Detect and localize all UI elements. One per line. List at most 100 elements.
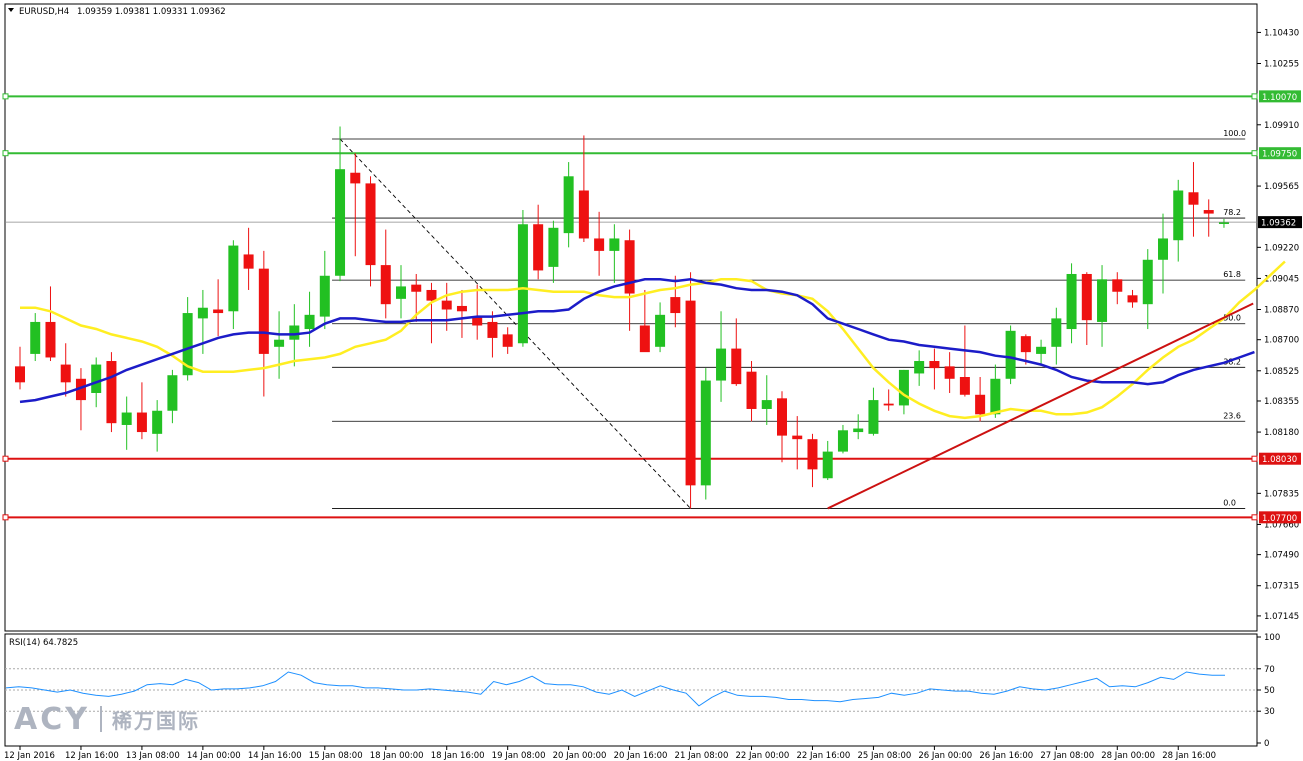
bearish-candle xyxy=(106,361,117,424)
bearish-candle xyxy=(411,284,422,292)
bullish-candle xyxy=(167,375,178,411)
bearish-candle xyxy=(472,316,483,326)
bearish-candle xyxy=(959,377,970,395)
bearish-candle xyxy=(426,289,437,301)
price-axis-label: 1.08180 xyxy=(1264,428,1299,438)
bullish-candle xyxy=(563,176,574,234)
bearish-candle xyxy=(594,238,605,251)
bearish-candle xyxy=(792,435,803,440)
bullish-candle xyxy=(1051,318,1062,347)
rsi-label: RSI(14) 64.7825 xyxy=(9,638,78,648)
bullish-candle xyxy=(853,428,864,433)
bullish-candle xyxy=(1036,346,1047,354)
current-price-label: 1.09362 xyxy=(1261,219,1296,229)
time-axis-label: 18 Jan 00:00 xyxy=(370,751,424,761)
time-axis-label: 15 Jan 08:00 xyxy=(309,751,363,761)
level-handle xyxy=(2,93,9,100)
time-axis-label: 12 Jan 2016 xyxy=(4,751,55,761)
bearish-candle xyxy=(136,412,147,433)
price-axis-label: 1.08870 xyxy=(1264,306,1299,316)
level-price-tag xyxy=(1259,90,1301,103)
bearish-candle xyxy=(75,378,86,401)
bearish-candle xyxy=(60,364,71,383)
bearish-candle xyxy=(670,297,681,314)
candles-group xyxy=(15,126,1229,509)
bullish-candle xyxy=(1158,238,1168,260)
chart-symbol: EURUSD,H4 xyxy=(19,7,69,17)
bullish-candle xyxy=(152,410,163,434)
time-axis-label: 22 Jan 16:00 xyxy=(796,751,850,761)
price-axis-label: 1.07315 xyxy=(1264,582,1299,592)
bullish-candle xyxy=(716,348,727,381)
bullish-candle xyxy=(274,339,285,347)
price-axis-label: 1.10255 xyxy=(1264,60,1299,70)
fib-level-label: 61.8 xyxy=(1223,270,1241,279)
price-axis-label: 1.09910 xyxy=(1264,121,1299,131)
fib-diagonal xyxy=(339,138,691,509)
time-axis-label: 20 Jan 00:00 xyxy=(553,751,607,761)
slow-moving-average-line xyxy=(19,278,1255,404)
level-handle xyxy=(2,455,9,462)
bullish-candle xyxy=(335,169,346,276)
rsi-line xyxy=(5,671,1225,707)
rsi-axis-label: 100 xyxy=(1264,633,1280,643)
price-axis-label: 1.07835 xyxy=(1264,489,1299,499)
bullish-candle xyxy=(396,286,406,299)
price-axis-label: 1.08700 xyxy=(1264,336,1299,346)
bullish-candle xyxy=(304,314,315,330)
bearish-candle xyxy=(975,394,986,415)
fib-level-label: 100.0 xyxy=(1223,129,1246,138)
menu-triangle-icon xyxy=(8,8,14,12)
level-handle xyxy=(2,514,9,521)
time-axis-label: 18 Jan 16:00 xyxy=(431,751,485,761)
fib-level-label: 50.0 xyxy=(1223,314,1241,323)
bullish-candle xyxy=(868,400,879,434)
bullish-candle xyxy=(990,378,1001,415)
bullish-candle xyxy=(182,313,193,376)
bearish-candle xyxy=(350,172,361,184)
bearish-candle xyxy=(883,403,894,406)
level-handle xyxy=(1251,455,1258,462)
bearish-candle xyxy=(1188,192,1199,205)
fib-level-label: 78.2 xyxy=(1223,208,1241,217)
level-handle xyxy=(1251,514,1258,521)
bullish-candle xyxy=(1097,279,1108,322)
time-axis-label: 19 Jan 08:00 xyxy=(492,751,546,761)
price-axis-label: 1.08525 xyxy=(1264,367,1299,377)
bearish-candle xyxy=(456,305,467,312)
bullish-candle xyxy=(609,238,620,251)
time-axis-label: 26 Jan 00:00 xyxy=(918,751,972,761)
bearish-candle xyxy=(441,300,452,310)
bearish-candle xyxy=(45,321,56,358)
price-axis-label: 1.08355 xyxy=(1264,397,1299,407)
rsi-axis-label: 30 xyxy=(1264,707,1275,717)
time-axis-label: 14 Jan 00:00 xyxy=(187,751,241,761)
fib-level-label: 0.0 xyxy=(1223,498,1236,507)
bearish-candle xyxy=(929,361,940,369)
rsi-axis-label: 0 xyxy=(1264,739,1269,749)
bullish-candle xyxy=(517,224,528,344)
price-axis-label: 1.10430 xyxy=(1264,28,1299,38)
price-axis-label: 1.07145 xyxy=(1264,612,1299,622)
chart-ohlc: 1.09359 1.09381 1.09331 1.09362 xyxy=(77,7,226,17)
time-axis-label: 28 Jan 16:00 xyxy=(1162,751,1216,761)
bearish-candle xyxy=(944,366,955,379)
bearish-candle xyxy=(777,398,787,436)
time-axis-label: 14 Jan 16:00 xyxy=(248,751,302,761)
bearish-candle xyxy=(639,325,650,353)
level-price-label: 1.09750 xyxy=(1262,150,1297,160)
bullish-candle xyxy=(197,307,208,319)
bearish-candle xyxy=(1203,210,1214,214)
bearish-candle xyxy=(1127,295,1138,303)
bullish-candle xyxy=(548,227,559,267)
bullish-candle xyxy=(121,412,132,425)
bullish-candle xyxy=(655,314,666,347)
bullish-candle xyxy=(1142,259,1153,305)
bearish-candle xyxy=(487,321,498,338)
fib-level-label: 23.6 xyxy=(1223,411,1241,420)
level-handle xyxy=(1251,93,1258,100)
bearish-candle xyxy=(380,265,391,305)
rsi-axis-label: 50 xyxy=(1264,686,1275,696)
bearish-candle xyxy=(533,224,544,271)
time-axis-label: 20 Jan 16:00 xyxy=(614,751,668,761)
